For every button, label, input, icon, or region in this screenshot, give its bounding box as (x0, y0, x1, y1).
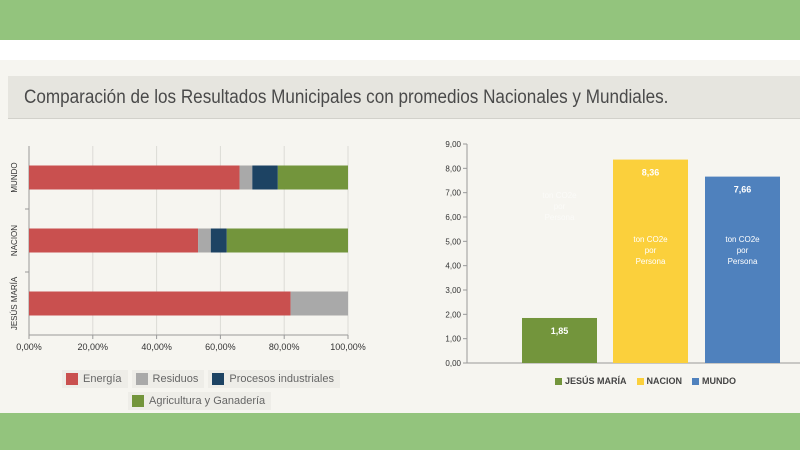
bar-value-label: 7,66 (734, 185, 752, 195)
bar-segment-residuos (198, 228, 211, 253)
legend-swatch (212, 373, 225, 385)
x-tick-label: 100,00% (330, 342, 366, 352)
stacked-bar-chart: 0,00% 20,00% 40,00% 60,00% 80,00% 100,00% MUND… (10, 146, 366, 352)
legend-swatch (692, 377, 700, 385)
legend-item: Residuos (131, 370, 205, 388)
y-tick-label: 5,00 (445, 237, 461, 246)
stacked-chart-legend: Energía Residuos Procesos industriales Agri… (62, 369, 352, 413)
y-tick-label: 1,00 (445, 335, 461, 344)
x-tick-label: 60,00% (205, 342, 236, 352)
bar-segment-residuos (239, 165, 253, 190)
bar (613, 159, 688, 363)
legend-row: Agricultura y Ganadería (62, 391, 352, 411)
y-tick-label: 7,00 (445, 189, 461, 198)
legend-item: Agricultura y Ganadería (128, 392, 272, 410)
y-tick-label: 3,00 (445, 286, 461, 295)
bar-unit-label: ton CO2e por Persona (633, 235, 668, 266)
bar-segment-energ-a (29, 165, 240, 190)
bar-segment-energ-a (29, 291, 291, 316)
legend-label: Residuos (152, 373, 199, 385)
title-bar: Comparación de los Resultados Municipale… (8, 76, 800, 119)
legend-item: MUNDO (692, 376, 736, 386)
y-tick-label: 6,00 (445, 213, 461, 222)
legend-item: JESÚS MARÍA (555, 376, 627, 386)
bar-segment-energ-a (29, 228, 199, 253)
x-tick-label: 40,00% (141, 342, 172, 352)
legend-swatch (636, 377, 644, 385)
legend-swatch (66, 373, 78, 385)
page-title: Comparación de los Resultados Municipale… (24, 87, 669, 108)
y-category-label: MUNDO (10, 162, 19, 192)
y-tick-label: 8,00 (445, 164, 461, 173)
bar-segment-residuos (290, 291, 348, 316)
y-category-label: NACION (10, 225, 19, 256)
bar-segment-agricultura-y-ganader-a (277, 165, 348, 190)
legend-label: Procesos industriales (229, 373, 334, 385)
bar-segment-procesos-industriales (210, 228, 227, 253)
legend-label: NACION (646, 376, 683, 386)
bar-value-label: 8,36 (642, 168, 660, 178)
y-category-label: JESÚS MARÍA (10, 276, 19, 330)
bottom-green-band (0, 413, 800, 450)
legend-swatch (135, 373, 148, 385)
legend-label: Agricultura y Ganadería (149, 395, 266, 407)
legend-item: NACION (636, 376, 683, 386)
legend-swatch (555, 377, 562, 385)
x-tick-label: 20,00% (78, 342, 109, 352)
bar (705, 176, 780, 363)
y-tick-label: 4,00 (445, 262, 461, 271)
bar-segment-procesos-industriales (252, 165, 278, 190)
y-tick-label: 2,00 (445, 310, 461, 319)
y-tick-label: 0,00 (445, 359, 461, 368)
legend-row: Energía Residuos Procesos industriales (62, 369, 352, 389)
legend-label: MUNDO (702, 376, 737, 386)
bar-unit-label: ton CO2e por Persona (542, 191, 577, 222)
bar-segment-agricultura-y-ganader-a (226, 228, 348, 253)
top-white-gap (0, 40, 800, 60)
legend-item: Energía (62, 370, 128, 388)
x-tick-label: 80,00% (269, 342, 300, 352)
x-tick-label: 0,00% (16, 342, 42, 352)
legend-label: JESÚS MARÍA (565, 376, 627, 386)
legend-item: Procesos industriales (208, 370, 340, 388)
per-capita-legend: JESÚS MARÍA NACION MUNDO (555, 376, 746, 386)
per-capita-bar-chart: 0,00 1,00 2,00 3,00 4,00 5,00 6,00 7,00 8,00 9,00… (445, 140, 800, 368)
legend-swatch (132, 395, 144, 407)
bar-unit-label: ton CO2e por Persona (725, 235, 760, 266)
bar-value-label: 1,85 (551, 326, 569, 336)
legend-label: Energía (83, 373, 122, 385)
top-green-band (0, 0, 800, 40)
y-tick-label: 9,00 (445, 140, 461, 149)
bar (522, 317, 597, 363)
